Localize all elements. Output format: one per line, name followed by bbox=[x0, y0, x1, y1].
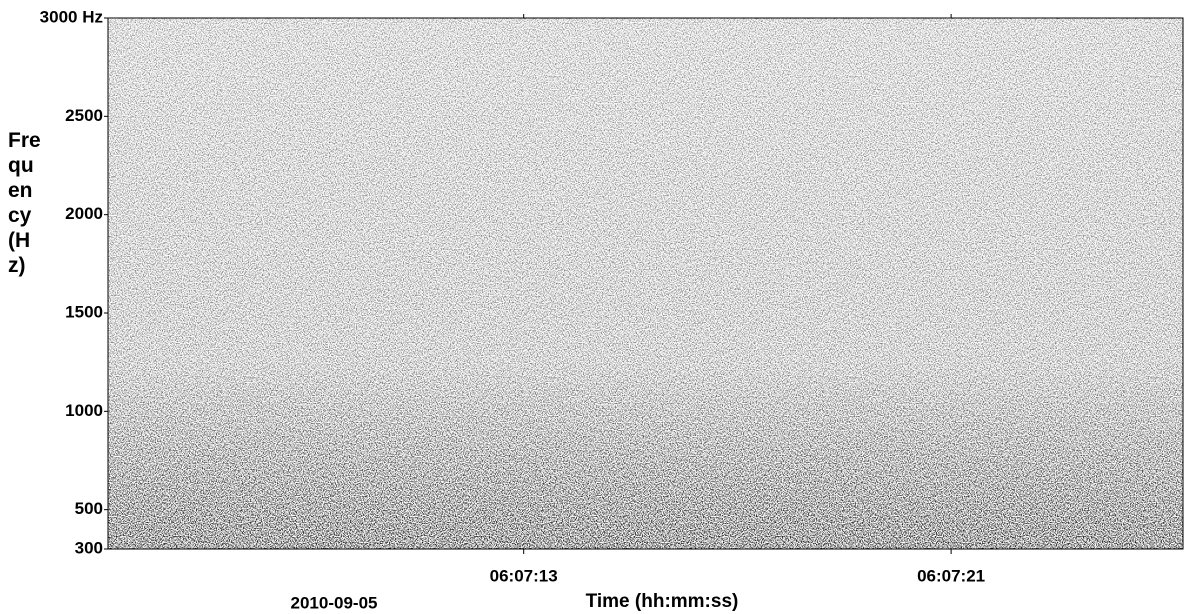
y-tick-label: 2500 bbox=[65, 106, 103, 125]
y-tick-label: 1500 bbox=[65, 302, 103, 321]
y-tick-label: 500 bbox=[75, 499, 103, 518]
date-label: 2010-09-05 bbox=[291, 593, 378, 612]
spectrogram-texture-low bbox=[108, 18, 1183, 549]
y-tick-label: 300 bbox=[75, 538, 103, 557]
y-tick-label: 3000 Hz bbox=[40, 7, 103, 26]
x-axis-label: Time (hh:mm:ss) bbox=[586, 591, 739, 612]
y-tick-label: 1000 bbox=[65, 401, 103, 420]
y-tick-label: 2000 bbox=[65, 204, 103, 223]
x-tick-label: 06:07:13 bbox=[490, 566, 558, 585]
y-axis-label: Frequency (Hz) bbox=[8, 129, 41, 277]
plot-frame bbox=[107, 17, 1184, 550]
x-tick-label: 06:07:21 bbox=[917, 566, 985, 585]
